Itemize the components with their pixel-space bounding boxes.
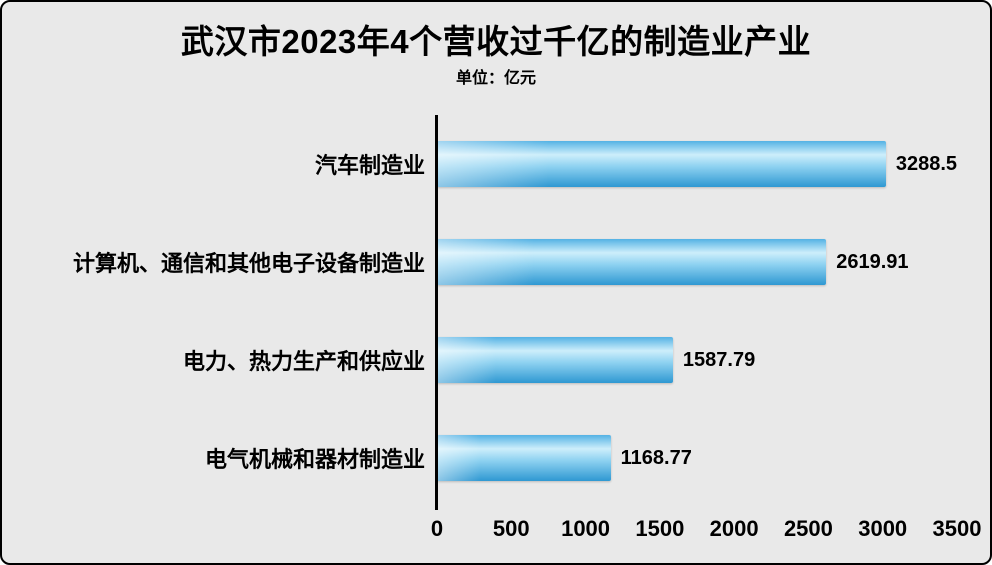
bar[interactable] [437, 239, 827, 285]
x-axis-ticks: 0 500 1000 1500 2000 2500 3000 3500 [431, 516, 982, 548]
chart-title: 武汉市2023年4个营收过千亿的制造业产业 [180, 23, 812, 60]
value-label: 1168.77 [620, 446, 692, 469]
bar-row: 电气机械和器材制造业 1168.77 [2, 409, 990, 507]
bars-region: 汽车制造业 3288.5 计算机、通信和其他电子设备制造业 2619.91 电力、热力生… [2, 115, 990, 507]
category-label: 电气机械和器材制造业 [204, 447, 425, 472]
x-tick-label: 1000 [561, 516, 611, 541]
x-tick-label: 500 [492, 516, 530, 541]
x-tick-label: 2500 [783, 516, 833, 541]
bar-track: 2619.91 [437, 239, 957, 285]
bar-track: 1168.77 [437, 435, 957, 481]
bar-track: 1587.79 [437, 337, 957, 383]
category-label: 计算机、通信和其他电子设备制造业 [72, 251, 425, 276]
category-label: 汽车制造业 [314, 153, 425, 178]
value-label: 1587.79 [682, 348, 756, 371]
bar[interactable] [437, 337, 673, 383]
value-label: 3288.5 [895, 152, 957, 175]
bar-track: 3288.5 [437, 141, 957, 187]
x-tick-label: 2000 [709, 516, 759, 541]
value-label: 2619.91 [836, 250, 909, 273]
x-tick-label: 0 [430, 516, 444, 541]
bar-row: 电力、热力生产和供应业 1587.79 [2, 311, 990, 409]
x-tick-label: 3500 [932, 516, 982, 541]
x-tick-label: 3000 [858, 516, 908, 541]
chart-unit-label: 单位：亿元 [455, 70, 536, 87]
bar[interactable] [437, 141, 886, 187]
bar-row: 汽车制造业 3288.5 [2, 115, 990, 213]
y-axis-line [435, 115, 438, 510]
bar-row: 计算机、通信和其他电子设备制造业 2619.91 [2, 213, 990, 311]
bar[interactable] [437, 435, 611, 481]
x-tick-label: 1500 [635, 516, 685, 541]
category-label: 电力、热力生产和供应业 [182, 349, 425, 374]
